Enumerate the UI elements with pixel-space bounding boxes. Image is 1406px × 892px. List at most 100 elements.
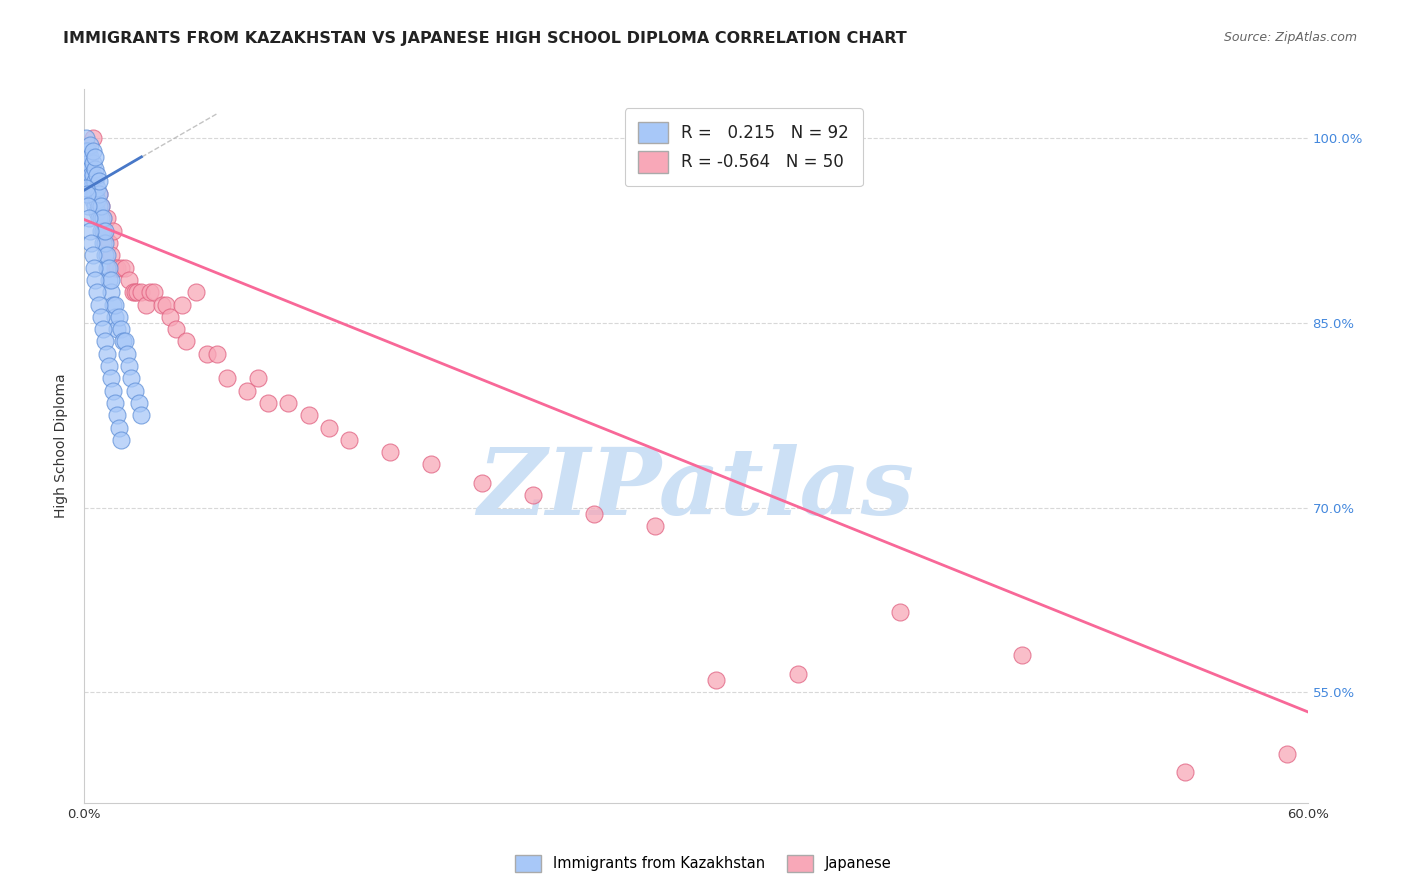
Point bbox=[118, 273, 141, 287]
Point bbox=[91, 224, 114, 238]
Point bbox=[90, 199, 112, 213]
Point bbox=[131, 285, 153, 300]
Legend: R =   0.215   N = 92, R = -0.564   N = 50: R = 0.215 N = 92, R = -0.564 N = 50 bbox=[624, 108, 862, 186]
Point bbox=[172, 297, 194, 311]
Point bbox=[86, 205, 108, 219]
Point bbox=[77, 144, 100, 158]
Point bbox=[90, 224, 112, 238]
Point bbox=[93, 334, 115, 349]
Point bbox=[75, 131, 97, 145]
Point bbox=[97, 273, 120, 287]
Point bbox=[138, 285, 160, 300]
Point bbox=[583, 507, 606, 521]
Text: ZIPatlas: ZIPatlas bbox=[478, 444, 914, 533]
Point bbox=[90, 211, 112, 226]
Point bbox=[150, 297, 173, 311]
Point bbox=[787, 666, 810, 681]
Point bbox=[110, 433, 132, 447]
Point bbox=[105, 322, 128, 336]
Point bbox=[79, 211, 101, 226]
Point bbox=[104, 396, 127, 410]
Point bbox=[83, 150, 105, 164]
Point bbox=[83, 162, 105, 177]
Point bbox=[96, 248, 118, 262]
Point bbox=[79, 156, 101, 170]
Point bbox=[82, 144, 104, 158]
Point bbox=[128, 396, 150, 410]
Point bbox=[112, 334, 135, 349]
Point bbox=[90, 310, 112, 324]
Point bbox=[77, 156, 100, 170]
Point bbox=[82, 131, 104, 145]
Point bbox=[110, 260, 132, 275]
Point bbox=[83, 186, 105, 201]
Point bbox=[87, 199, 110, 213]
Point bbox=[96, 260, 118, 275]
Point bbox=[82, 156, 104, 170]
Point bbox=[91, 211, 114, 226]
Point bbox=[114, 334, 136, 349]
Point bbox=[127, 285, 149, 300]
Point bbox=[77, 162, 100, 177]
Point bbox=[75, 144, 97, 158]
Point bbox=[101, 224, 124, 238]
Point bbox=[77, 180, 100, 194]
Point bbox=[217, 371, 239, 385]
Point bbox=[522, 488, 544, 502]
Point bbox=[142, 285, 165, 300]
Point bbox=[155, 297, 177, 311]
Point bbox=[246, 371, 269, 385]
Point bbox=[91, 235, 114, 250]
Point bbox=[205, 347, 228, 361]
Point bbox=[131, 409, 153, 423]
Point bbox=[135, 297, 157, 311]
Point bbox=[86, 285, 108, 300]
Point bbox=[91, 322, 114, 336]
Point bbox=[122, 285, 145, 300]
Point bbox=[77, 199, 100, 213]
Point bbox=[97, 235, 120, 250]
Point bbox=[93, 224, 115, 238]
Point bbox=[86, 169, 108, 183]
Point bbox=[82, 180, 104, 194]
Point bbox=[889, 605, 911, 619]
Point bbox=[706, 673, 728, 687]
Point bbox=[115, 347, 138, 361]
Point bbox=[1174, 765, 1197, 780]
Text: IMMIGRANTS FROM KAZAKHSTAN VS JAPANESE HIGH SCHOOL DIPLOMA CORRELATION CHART: IMMIGRANTS FROM KAZAKHSTAN VS JAPANESE H… bbox=[63, 31, 907, 46]
Point bbox=[108, 310, 131, 324]
Point bbox=[1277, 747, 1299, 761]
Point bbox=[105, 260, 128, 275]
Point bbox=[79, 137, 101, 152]
Legend: Immigrants from Kazakhstan, Japanese: Immigrants from Kazakhstan, Japanese bbox=[509, 849, 897, 878]
Point bbox=[124, 384, 146, 398]
Point bbox=[76, 186, 98, 201]
Point bbox=[91, 211, 114, 226]
Point bbox=[82, 169, 104, 183]
Point bbox=[76, 169, 98, 183]
Point bbox=[75, 150, 97, 164]
Point bbox=[318, 420, 340, 434]
Point bbox=[104, 310, 127, 324]
Point bbox=[471, 475, 494, 490]
Point bbox=[86, 193, 108, 207]
Point bbox=[80, 235, 103, 250]
Point bbox=[77, 150, 100, 164]
Point bbox=[75, 180, 97, 194]
Point bbox=[86, 180, 108, 194]
Point bbox=[79, 174, 101, 188]
Point bbox=[82, 248, 104, 262]
Point bbox=[104, 297, 127, 311]
Point bbox=[75, 144, 97, 158]
Point bbox=[96, 211, 118, 226]
Point bbox=[97, 260, 120, 275]
Point bbox=[87, 186, 110, 201]
Point bbox=[257, 396, 280, 410]
Point bbox=[75, 174, 97, 188]
Point bbox=[420, 458, 443, 472]
Point bbox=[159, 310, 181, 324]
Point bbox=[75, 162, 97, 177]
Point bbox=[104, 260, 127, 275]
Point bbox=[83, 186, 105, 201]
Point bbox=[83, 174, 105, 188]
